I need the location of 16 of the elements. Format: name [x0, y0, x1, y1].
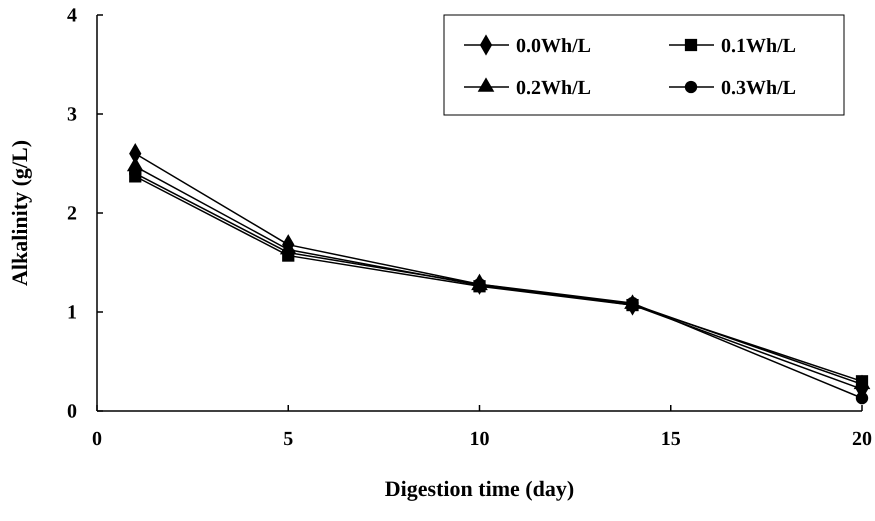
legend-label: 0.0Wh/L: [516, 35, 592, 57]
legend-label: 0.1Wh/L: [721, 35, 796, 57]
x-tick-label: 5: [283, 428, 294, 450]
y-tick-label: 4: [67, 4, 77, 26]
x-axis-title: Digestion time (day): [384, 476, 574, 501]
x-tick-label: 0: [92, 428, 102, 450]
y-tick-label: 0: [67, 400, 77, 422]
y-tick-label: 1: [67, 301, 77, 324]
y-tick-label: 2: [67, 202, 77, 224]
y-axis-title: Alkalinity (g/L): [7, 140, 32, 286]
legend-label: 0.3Wh/L: [721, 77, 796, 99]
x-tick-label: 15: [660, 428, 681, 450]
x-tick-label: 10: [470, 428, 490, 450]
y-tick-label: 3: [67, 103, 77, 126]
x-tick-label: 20: [852, 428, 872, 450]
legend-label: 0.2Wh/L: [516, 77, 592, 99]
